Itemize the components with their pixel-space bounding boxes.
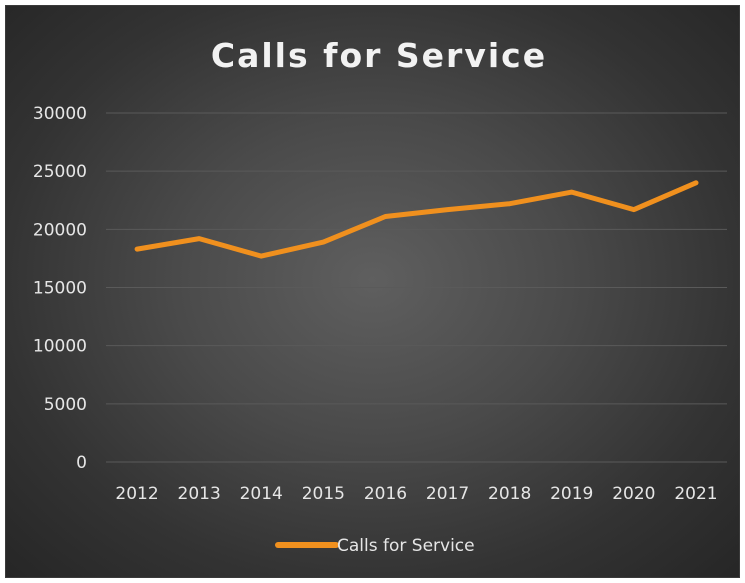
y-tick-label: 30000 <box>33 104 87 124</box>
x-tick-label: 2012 <box>115 484 158 504</box>
x-tick-label: 2018 <box>488 484 531 504</box>
chart-title: Calls for Service <box>211 36 547 75</box>
series-lines <box>134 180 699 259</box>
y-tick-label: 10000 <box>33 337 87 357</box>
series-line <box>134 180 699 259</box>
x-tick-label: 2019 <box>550 484 593 504</box>
y-tick-label: 25000 <box>33 162 87 182</box>
x-tick-label: 2014 <box>240 484 283 504</box>
x-tick-label: 2016 <box>364 484 407 504</box>
y-tick-label: 0 <box>76 453 87 473</box>
x-tick-label: 2020 <box>612 484 655 504</box>
y-tick-label: 20000 <box>33 220 87 240</box>
y-tick-label: 15000 <box>33 279 87 299</box>
gridlines <box>106 112 727 463</box>
legend-label: Calls for Service <box>337 536 475 556</box>
y-axis-tick-labels: 0 5000 10000 15000 20000 25000 30000 <box>33 104 87 473</box>
x-axis-tick-labels: 2012 2013 2014 2015 2016 2017 2018 2019 2020 2021 <box>115 484 717 504</box>
x-tick-label: 2013 <box>178 484 221 504</box>
legend: Calls for Service <box>275 536 475 556</box>
x-tick-label: 2015 <box>302 484 345 504</box>
x-tick-label: 2017 <box>426 484 469 504</box>
chart-area <box>5 5 740 578</box>
y-tick-label: 5000 <box>44 395 87 415</box>
x-tick-label: 2021 <box>674 484 717 504</box>
